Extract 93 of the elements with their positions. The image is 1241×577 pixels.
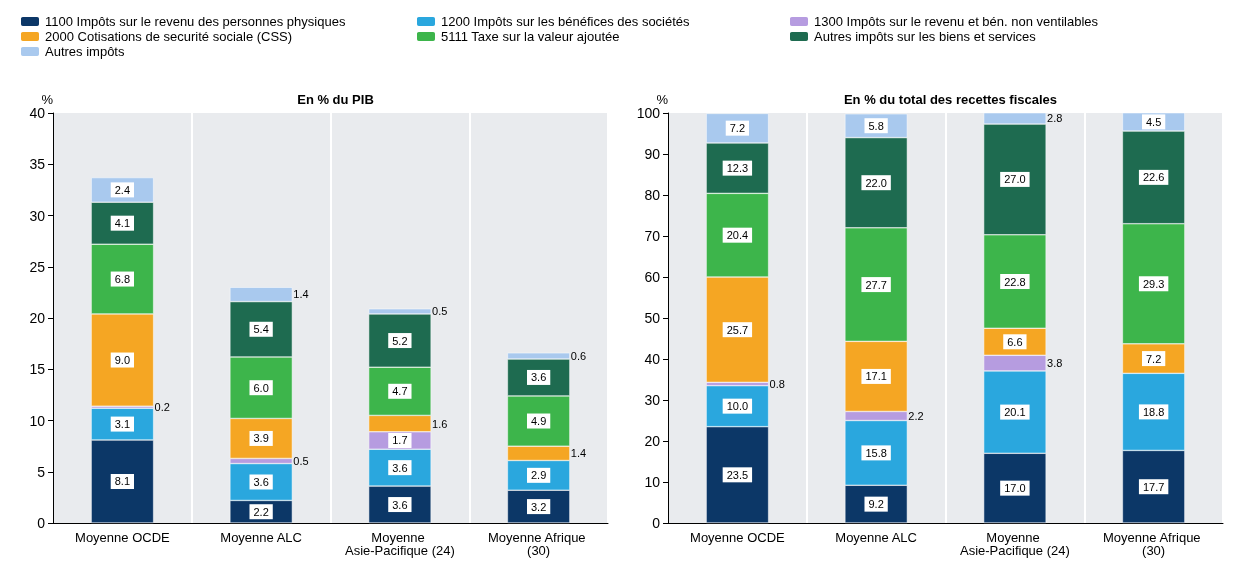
data-label: 20.4 [726, 229, 749, 242]
legend-label: 1200 Impôts sur les bénéfices des sociétés [441, 14, 691, 29]
y-tick-label: 0 [652, 515, 661, 531]
y-tick-label: 20 [644, 433, 661, 449]
y-tick-label: 40 [29, 105, 46, 121]
data-label: 7.2 [729, 122, 746, 135]
data-label: 0.6 [570, 349, 587, 362]
legend-label: 1100 Impôts sur le revenu des personnes physiques [45, 14, 346, 29]
y-tick-label: 15 [29, 361, 46, 378]
data-label: 8.1 [114, 475, 131, 488]
data-label: 2.9 [530, 469, 547, 482]
y-tick-label: 60 [644, 269, 661, 285]
y-tick-label: 30 [29, 207, 46, 224]
data-label: 6.0 [253, 381, 269, 394]
data-label: 3.2 [530, 500, 547, 513]
y-tick-label: 70 [644, 228, 661, 244]
data-label: 25.7 [726, 323, 749, 336]
data-label: 1.7 [392, 434, 408, 447]
legend-label: 2000 Cotisations de securité sociale (CSS) [45, 29, 293, 44]
y-tick-label: 80 [644, 187, 661, 203]
data-label: 0.5 [293, 454, 309, 467]
x-tick-label: Moyenne ALC [835, 530, 917, 545]
x-tick-label: Moyenne ALC [220, 530, 302, 545]
data-label: 3.6 [392, 461, 408, 474]
data-label: 1.6 [432, 417, 448, 430]
x-tick-label: Moyenne OCDE [75, 530, 171, 545]
chart-title: En % du PIB [297, 92, 374, 107]
data-label: 23.5 [726, 468, 749, 481]
data-label: 22.8 [1004, 275, 1026, 288]
data-label: 17.1 [865, 370, 887, 383]
y-axis-title: % [656, 92, 669, 108]
data-label: 27.0 [1004, 173, 1026, 186]
legend-label: Autres impôts sur les biens et services [814, 29, 1037, 44]
data-label: 5.2 [392, 334, 408, 347]
y-tick-label: 5 [37, 463, 46, 480]
data-label: 22.6 [1142, 171, 1165, 184]
data-label: 18.8 [1142, 405, 1165, 418]
data-label: 2.8 [1047, 112, 1063, 125]
data-label: 3.8 [1047, 357, 1063, 370]
data-label: 3.6 [253, 476, 269, 488]
data-label: 4.7 [392, 385, 408, 398]
y-axis-title: % [41, 92, 54, 108]
y-tick-label: 90 [644, 146, 661, 162]
data-label: 6.8 [114, 273, 131, 286]
x-tick-label: Moyenne OCDE [690, 530, 786, 545]
data-label: 10.0 [726, 400, 749, 413]
y-tick-label: 10 [29, 412, 46, 429]
y-tick-label: 40 [644, 351, 661, 367]
data-label: 2.2 [253, 505, 269, 518]
data-label: 17.7 [1142, 480, 1165, 493]
legend-label: 1300 Impôts sur le revenu et bén. non ventilables [814, 14, 1099, 29]
y-tick-label: 50 [644, 310, 661, 326]
data-label: 3.6 [392, 498, 408, 511]
data-label: 7.2 [1145, 352, 1162, 365]
data-label: 4.5 [1145, 115, 1162, 128]
x-tick-label: Moyenne Asie-Pacifique (24) [344, 530, 455, 558]
data-label: 5.4 [253, 323, 269, 336]
data-label: 3.9 [253, 432, 269, 445]
data-label: 2.4 [114, 183, 131, 196]
x-tick-label: Moyenne Afrique (30) [1103, 530, 1205, 558]
data-label: 20.1 [1004, 406, 1026, 419]
data-label: 1.4 [570, 447, 587, 460]
y-tick-label: 25 [29, 258, 46, 275]
data-label: 1.4 [293, 288, 309, 301]
data-label: 0.5 [432, 305, 448, 318]
data-label: 9.2 [868, 498, 884, 511]
data-label: 0.8 [769, 378, 785, 391]
data-label: 9.0 [114, 354, 131, 367]
legend-label: 5111 Taxe sur la valeur ajoutée [441, 29, 620, 44]
data-label: 6.6 [1007, 335, 1023, 348]
chart-title: En % du total des recettes fiscales [843, 92, 1058, 107]
data-label: 4.9 [530, 415, 547, 428]
y-tick-label: 35 [29, 156, 46, 173]
x-tick-label: Moyenne Asie-Pacifique (24) [959, 530, 1070, 558]
data-label: 5.8 [868, 119, 884, 132]
data-label: 17.0 [1004, 482, 1026, 495]
y-tick-label: 100 [636, 105, 661, 121]
data-label: 12.3 [726, 162, 749, 175]
data-label: 29.3 [1142, 277, 1165, 290]
data-label: 0.2 [154, 401, 170, 414]
y-tick-label: 20 [29, 310, 46, 326]
y-tick-label: 0 [37, 515, 46, 531]
data-label: 15.8 [865, 446, 887, 459]
data-label: 2.2 [908, 409, 924, 422]
legend-label: Autres impôts [45, 44, 125, 59]
data-label: 22.0 [865, 176, 887, 189]
data-label: 27.7 [865, 278, 887, 291]
x-tick-label: Moyenne Afrique (30) [488, 530, 590, 558]
data-label: 3.6 [530, 371, 547, 384]
data-label: 4.1 [114, 217, 131, 230]
y-tick-label: 30 [644, 392, 661, 408]
data-label: 3.1 [114, 418, 131, 431]
y-tick-label: 10 [644, 474, 661, 490]
